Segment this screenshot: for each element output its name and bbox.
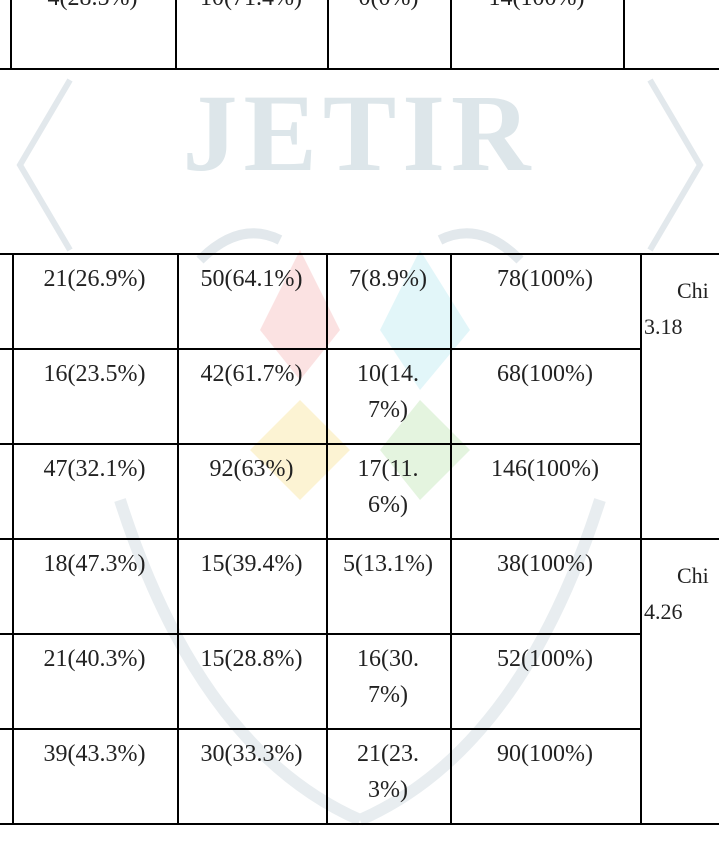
rule — [0, 253, 719, 255]
table-cell: 10(71.4%) — [175, 0, 327, 68]
note-text: Chi — [677, 271, 709, 311]
table-cell: 92(63%) — [177, 443, 326, 538]
rule — [327, 0, 329, 68]
table-cell: 5(13.1%) — [326, 538, 450, 633]
rule — [0, 68, 719, 70]
table-cell: 42(61.7%) — [177, 348, 326, 443]
note-text: Chi — [677, 556, 709, 596]
rule — [175, 0, 177, 68]
rule — [450, 0, 452, 68]
table-cell: 21(23.3%) — [326, 728, 450, 823]
rule — [0, 538, 719, 540]
note-text: 4.26 — [644, 592, 683, 632]
table-cell: 7(8.9%) — [326, 253, 450, 348]
table-cell: 15(28.8%) — [177, 633, 326, 728]
table-cell: 38(100%) — [450, 538, 640, 633]
rule — [0, 633, 640, 635]
rule — [0, 348, 640, 350]
rule — [640, 253, 642, 823]
table-cell: 21(40.3%) — [12, 633, 177, 728]
table-cell: 0(0%) — [327, 0, 450, 68]
table-cell: 68(100%) — [450, 348, 640, 443]
rule — [0, 443, 640, 445]
table-cell: 18(47.3%) — [12, 538, 177, 633]
watermark: JETIR — [0, 70, 719, 197]
table-cell: 16(30.7%) — [326, 633, 450, 728]
table-cell: 30(33.3%) — [177, 728, 326, 823]
table-cell: 17(11.6%) — [326, 443, 450, 538]
table-cell: 39(43.3%) — [12, 728, 177, 823]
rule — [450, 253, 452, 823]
table-cell: 78(100%) — [450, 253, 640, 348]
rule — [177, 253, 179, 823]
table-cell: 14(100%) — [450, 0, 623, 68]
table-cell: 16(23.5%) — [12, 348, 177, 443]
table-cell: 21(26.9%) — [12, 253, 177, 348]
table-cell: 90(100%) — [450, 728, 640, 823]
table-cell: 15(39.4%) — [177, 538, 326, 633]
table-cell: 47(32.1%) — [12, 443, 177, 538]
table-cell: 4(28.5%) — [10, 0, 175, 68]
page: JETIR 4(28.5%)10(71.4%)0(0%)14(100%) 21(2… — [0, 0, 719, 846]
rule — [0, 823, 719, 825]
table-cell: 146(100%) — [450, 443, 640, 538]
note-text: 3.18 — [644, 307, 683, 347]
rule — [0, 728, 640, 730]
table-cell: 52(100%) — [450, 633, 640, 728]
rule — [623, 0, 625, 68]
rule — [12, 253, 14, 823]
rule — [326, 253, 328, 823]
table-cell: 10(14.7%) — [326, 348, 450, 443]
rule — [10, 0, 12, 68]
table-cell: 50(64.1%) — [177, 253, 326, 348]
